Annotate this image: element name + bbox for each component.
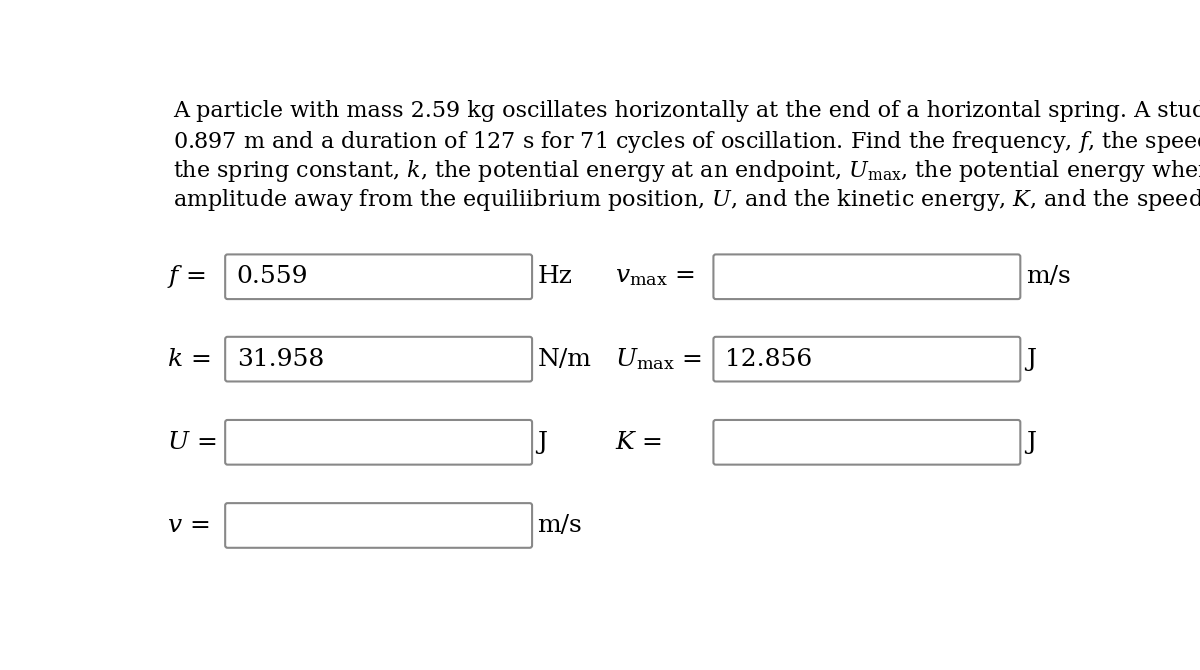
Text: J: J (538, 431, 547, 454)
Text: J: J (1026, 348, 1036, 371)
Text: 12.856: 12.856 (725, 348, 812, 371)
Text: m/s: m/s (538, 514, 582, 537)
FancyBboxPatch shape (226, 503, 532, 548)
FancyBboxPatch shape (714, 255, 1020, 299)
Text: m/s: m/s (1026, 265, 1070, 288)
Text: $f$ =: $f$ = (167, 263, 206, 290)
Text: $U$ =: $U$ = (167, 431, 216, 454)
FancyBboxPatch shape (714, 337, 1020, 381)
Text: amplitude away from the equiliibrium position, $U$, and the kinetic energy, $K$,: amplitude away from the equiliibrium pos… (173, 188, 1200, 214)
Text: 31.958: 31.958 (236, 348, 324, 371)
Text: 0.559: 0.559 (236, 265, 308, 288)
FancyBboxPatch shape (226, 420, 532, 464)
Text: $K$ =: $K$ = (616, 431, 662, 454)
FancyBboxPatch shape (226, 255, 532, 299)
Text: J: J (1026, 431, 1036, 454)
Text: $k$ =: $k$ = (167, 348, 210, 371)
Text: 0.897 m and a duration of 127 s for 71 cycles of oscillation. Find the frequency: 0.897 m and a duration of 127 s for 71 c… (173, 129, 1200, 155)
Text: $v$ =: $v$ = (167, 514, 209, 537)
Text: $v_{\mathrm{max}}$ =: $v_{\mathrm{max}}$ = (616, 265, 695, 288)
FancyBboxPatch shape (714, 420, 1020, 464)
FancyBboxPatch shape (226, 337, 532, 381)
Text: N/m: N/m (538, 348, 592, 371)
Text: Hz: Hz (538, 265, 572, 288)
Text: the spring constant, $k$, the potential energy at an endpoint, $U_{\mathrm{max}}: the spring constant, $k$, the potential … (173, 158, 1200, 184)
Text: $U_{\mathrm{max}}$ =: $U_{\mathrm{max}}$ = (616, 346, 702, 372)
Text: A particle with mass 2.59 kg oscillates horizontally at the end of a horizontal : A particle with mass 2.59 kg oscillates … (173, 100, 1200, 122)
